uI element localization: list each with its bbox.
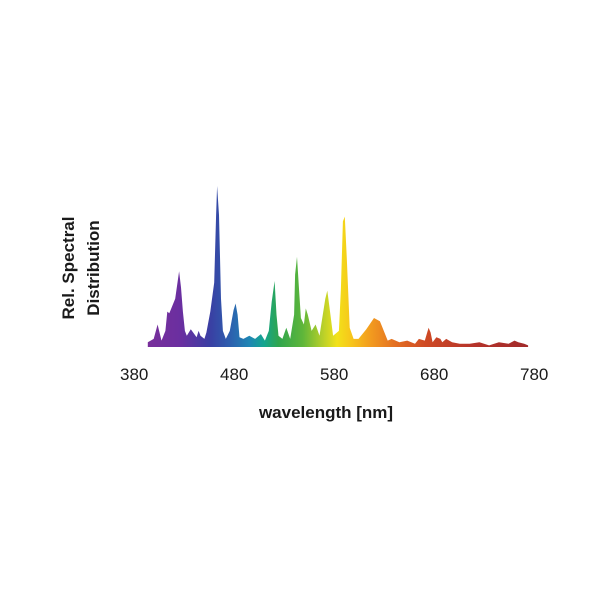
x-axis-label: wavelength [nm] (258, 403, 393, 422)
y-axis-label: Rel. Spectral Distribution (59, 217, 103, 320)
y-axis-label-line-2: Distribution (84, 220, 103, 315)
x-tick-label: 380 (120, 365, 148, 384)
x-tick-label: 680 (420, 365, 448, 384)
y-axis-label-line-1: Rel. Spectral (59, 217, 78, 320)
x-tick-labels: 380 480 580 680 780 (120, 365, 548, 384)
x-tick-label: 480 (220, 365, 248, 384)
plot-area (147, 186, 529, 347)
x-tick-label: 780 (520, 365, 548, 384)
spectrum-area (147, 186, 529, 347)
x-tick-label: 580 (320, 365, 348, 384)
